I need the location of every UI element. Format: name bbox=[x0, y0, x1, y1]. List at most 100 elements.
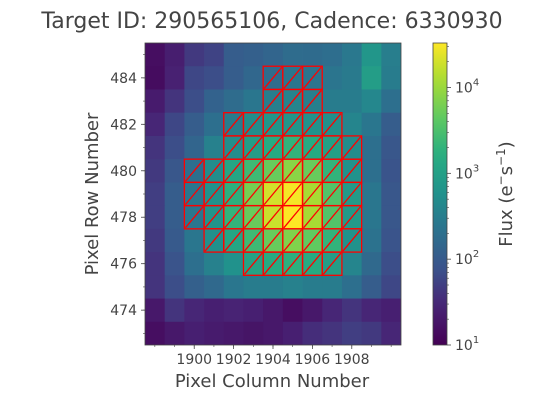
heatmap-cell bbox=[184, 135, 205, 160]
aperture-pixel bbox=[341, 228, 363, 253]
heatmap-cell bbox=[361, 252, 382, 276]
heatmap-cell bbox=[282, 275, 303, 299]
colorbar bbox=[432, 42, 448, 346]
y-tick-label: 480 bbox=[110, 164, 137, 180]
heatmap-cell bbox=[381, 43, 401, 67]
heatmap-cell bbox=[322, 275, 343, 299]
heatmap-cell bbox=[184, 298, 205, 323]
heatmap-cell bbox=[164, 89, 185, 114]
heatmap-cell bbox=[204, 252, 225, 276]
heatmap-cell bbox=[145, 205, 166, 230]
heatmap-cell bbox=[145, 89, 166, 114]
heatmap-cell bbox=[145, 43, 166, 67]
heatmap-cell bbox=[184, 89, 205, 114]
heatmap-cell bbox=[164, 252, 185, 276]
heatmap-cell bbox=[223, 252, 244, 276]
heatmap-cell bbox=[361, 298, 382, 323]
heatmap-cell bbox=[204, 112, 225, 137]
colorbar-label: Flux (e−s−1) bbox=[494, 141, 517, 246]
heatmap-cell bbox=[341, 89, 363, 114]
heatmap-cell bbox=[361, 43, 382, 67]
x-tick-label: 1906 bbox=[295, 352, 331, 368]
heatmap-cell bbox=[381, 159, 401, 183]
colorbar-tick-label: 102 bbox=[455, 249, 479, 268]
heatmap-cell bbox=[204, 135, 225, 160]
heatmap-cell bbox=[361, 89, 382, 114]
x-axis: 1900 1902 1904 1906 1908 bbox=[154, 345, 392, 368]
colorbar-tick-label: 103 bbox=[455, 163, 479, 182]
heatmap-cell bbox=[164, 135, 185, 160]
heatmap-cell bbox=[361, 182, 382, 207]
heatmap-cell bbox=[361, 112, 382, 137]
heatmap-cell bbox=[381, 252, 401, 276]
heatmap-cell bbox=[263, 43, 284, 67]
heatmap-cell bbox=[164, 43, 185, 67]
heatmap-cell bbox=[184, 66, 205, 90]
heatmap-cell bbox=[164, 66, 185, 90]
heatmap-cell bbox=[322, 43, 343, 67]
heatmap-cell bbox=[322, 321, 343, 345]
x-tick-label: 1902 bbox=[216, 352, 252, 368]
heatmap-cell bbox=[184, 275, 205, 299]
x-tick-label: 1908 bbox=[334, 352, 370, 368]
heatmap-cell bbox=[164, 159, 185, 183]
heatmap-cell bbox=[164, 182, 185, 207]
colorbar-tick-label: 104 bbox=[455, 78, 479, 97]
heatmap-cell bbox=[361, 321, 382, 345]
x-axis-label: Pixel Column Number bbox=[175, 371, 370, 392]
heatmap-cell bbox=[381, 89, 401, 114]
heatmap-cell bbox=[361, 159, 382, 183]
heatmap-cell bbox=[145, 159, 166, 183]
heatmap-cell bbox=[204, 275, 225, 299]
heatmap-cell bbox=[145, 135, 166, 160]
heatmap-cell bbox=[223, 298, 244, 323]
heatmap-cell bbox=[341, 112, 363, 137]
heatmap-cell bbox=[184, 43, 205, 67]
heatmap-cell bbox=[302, 321, 323, 345]
heatmap-cell bbox=[302, 275, 323, 299]
heatmap-cell bbox=[381, 298, 401, 323]
heatmap-cell bbox=[164, 205, 185, 230]
y-axis: 474 476 478 480 482 484 bbox=[110, 54, 145, 334]
heatmap-cell bbox=[263, 321, 284, 345]
heatmap-cell bbox=[381, 135, 401, 160]
heatmap-cell bbox=[381, 205, 401, 230]
heatmap-cell bbox=[381, 182, 401, 207]
heatmap-cell bbox=[381, 321, 401, 345]
heatmap-cell bbox=[243, 66, 264, 90]
y-axis-label: Pixel Row Number bbox=[82, 112, 103, 275]
y-tick-label: 484 bbox=[110, 71, 137, 87]
heatmap-cell bbox=[381, 228, 401, 253]
heatmap-cell bbox=[223, 66, 244, 90]
heatmap-cell bbox=[381, 275, 401, 299]
colorbar-tick-label: 101 bbox=[455, 335, 479, 354]
heatmap-cell bbox=[322, 89, 343, 114]
heatmap-cell bbox=[243, 298, 264, 323]
heatmap-cell bbox=[145, 182, 166, 207]
heatmap-cell bbox=[322, 298, 343, 323]
heatmap-cell bbox=[361, 205, 382, 230]
heatmap-cell bbox=[361, 228, 382, 253]
heatmap-cell bbox=[145, 66, 166, 90]
aperture-pixel bbox=[321, 251, 343, 276]
heatmap-cell bbox=[243, 89, 264, 114]
heatmap-cell bbox=[381, 112, 401, 137]
heatmap-cell bbox=[341, 298, 363, 323]
heatmap-cell bbox=[381, 66, 401, 90]
heatmap-cell bbox=[164, 112, 185, 137]
x-tick-label: 1900 bbox=[176, 352, 212, 368]
heatmap-cell bbox=[204, 89, 225, 114]
x-tick-label: 1904 bbox=[255, 352, 291, 368]
aperture-mask bbox=[183, 65, 363, 276]
heatmap-cell bbox=[302, 43, 323, 67]
heatmap-cell bbox=[282, 43, 303, 67]
heatmap-cell bbox=[223, 321, 244, 345]
heatmap-cell bbox=[145, 228, 166, 253]
heatmap-cell bbox=[223, 43, 244, 67]
heatmap-cell bbox=[223, 275, 244, 299]
heatmap-cell bbox=[184, 228, 205, 253]
heatmap-cell bbox=[145, 275, 166, 299]
heatmap-cell bbox=[243, 321, 264, 345]
heatmap-cell bbox=[361, 66, 382, 90]
